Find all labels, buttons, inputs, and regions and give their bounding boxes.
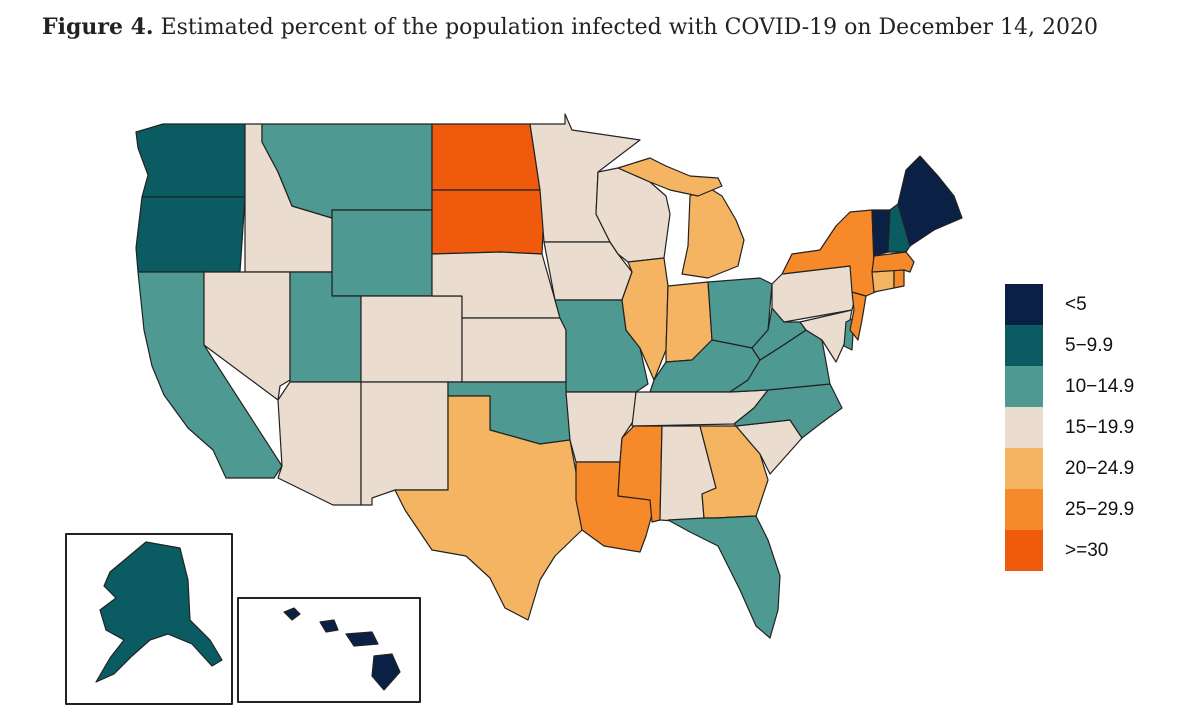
state-SD[interactable] xyxy=(431,189,545,255)
state-HI-maui[interactable] xyxy=(345,631,379,647)
state-FL[interactable] xyxy=(667,515,781,639)
hawaii-inset-frame xyxy=(237,597,421,703)
legend-label: 20−24.9 xyxy=(1065,457,1135,479)
state-AK[interactable] xyxy=(95,541,223,683)
legend-swatch xyxy=(1005,448,1043,489)
state-NC[interactable] xyxy=(733,383,843,439)
figure-label: Figure 4. xyxy=(42,14,154,40)
legend-item: 25−29.9 xyxy=(1005,489,1134,530)
state-OR[interactable] xyxy=(135,196,246,273)
legend-label: 25−29.9 xyxy=(1065,498,1135,520)
state-WY[interactable] xyxy=(331,209,433,297)
state-MD[interactable] xyxy=(799,309,853,363)
state-KS[interactable] xyxy=(461,317,567,383)
state-ME[interactable] xyxy=(897,155,963,247)
state-WA[interactable] xyxy=(135,123,246,198)
state-MI-LP[interactable] xyxy=(681,185,745,279)
state-NH[interactable] xyxy=(887,203,911,253)
state-CT[interactable] xyxy=(871,269,895,293)
legend-item: 10−14.9 xyxy=(1005,366,1134,407)
state-HI-kauai[interactable] xyxy=(283,607,301,621)
state-AZ[interactable] xyxy=(277,381,362,506)
state-NM[interactable] xyxy=(360,381,449,506)
legend-label: 10−14.9 xyxy=(1065,375,1135,397)
state-VT[interactable] xyxy=(871,209,891,257)
state-TX[interactable] xyxy=(394,395,583,621)
state-MI-UP[interactable] xyxy=(617,157,723,197)
legend-label: >=30 xyxy=(1065,539,1109,561)
state-RI[interactable] xyxy=(893,269,905,289)
legend-swatch xyxy=(1005,284,1043,325)
state-CO[interactable] xyxy=(360,295,463,383)
legend-swatch xyxy=(1005,530,1043,571)
state-ND[interactable] xyxy=(431,123,541,191)
legend-swatch xyxy=(1005,407,1043,448)
legend-item: 5−9.9 xyxy=(1005,325,1134,366)
state-HI-oahu[interactable] xyxy=(319,619,339,633)
state-NJ[interactable] xyxy=(849,291,867,341)
legend-label: 15−19.9 xyxy=(1065,416,1135,438)
state-IL[interactable] xyxy=(621,257,669,381)
figure-title: Estimated percent of the population infe… xyxy=(160,15,1098,40)
legend-label: 5−9.9 xyxy=(1065,334,1114,356)
legend-swatch xyxy=(1005,325,1043,366)
legend-item: 20−24.9 xyxy=(1005,448,1134,489)
legend-item: <5 xyxy=(1005,284,1134,325)
alaska-inset-frame xyxy=(65,533,233,705)
legend: <5 5−9.9 10−14.9 15−19.9 20−24.9 25−29.9 >=30 xyxy=(1005,284,1134,571)
figure-caption: Figure 4. Estimated percent of the popul… xyxy=(42,14,1098,40)
legend-item: 15−19.9 xyxy=(1005,407,1134,448)
legend-item: >=30 xyxy=(1005,530,1134,571)
state-HI-big-island[interactable] xyxy=(371,653,401,691)
legend-swatch xyxy=(1005,489,1043,530)
legend-swatch xyxy=(1005,366,1043,407)
legend-label: <5 xyxy=(1065,293,1087,315)
